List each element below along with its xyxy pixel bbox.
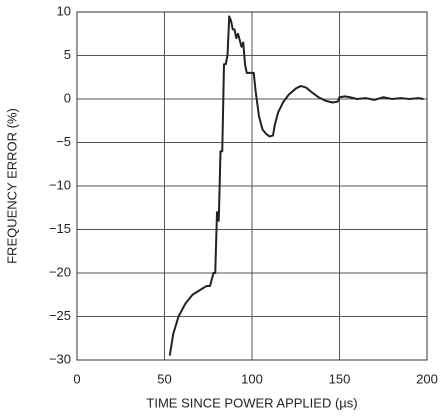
x-axis-label: TIME SINCE POWER APPLIED (µs) — [146, 395, 357, 410]
y-tick-label: 5 — [64, 47, 71, 62]
x-tick-label: 50 — [157, 371, 171, 386]
y-tick-label: −15 — [49, 221, 71, 236]
y-tick-label: −25 — [49, 308, 71, 323]
x-tick-label: 200 — [416, 371, 438, 386]
plot-frame — [76, 11, 428, 361]
y-tick-label: −5 — [56, 134, 71, 149]
y-axis-label: FREQUENCY ERROR (%) — [4, 108, 19, 264]
x-tick-label: 0 — [73, 371, 80, 386]
y-tick-label: 10 — [57, 3, 71, 18]
y-tick-label: 0 — [64, 90, 71, 105]
x-tick-label: 150 — [329, 371, 351, 386]
x-tick-label: 100 — [241, 371, 263, 386]
y-tick-label: −10 — [49, 177, 71, 192]
y-tick-label: −30 — [49, 351, 71, 366]
y-tick-label: −20 — [49, 264, 71, 279]
data-line — [168, 15, 424, 356]
